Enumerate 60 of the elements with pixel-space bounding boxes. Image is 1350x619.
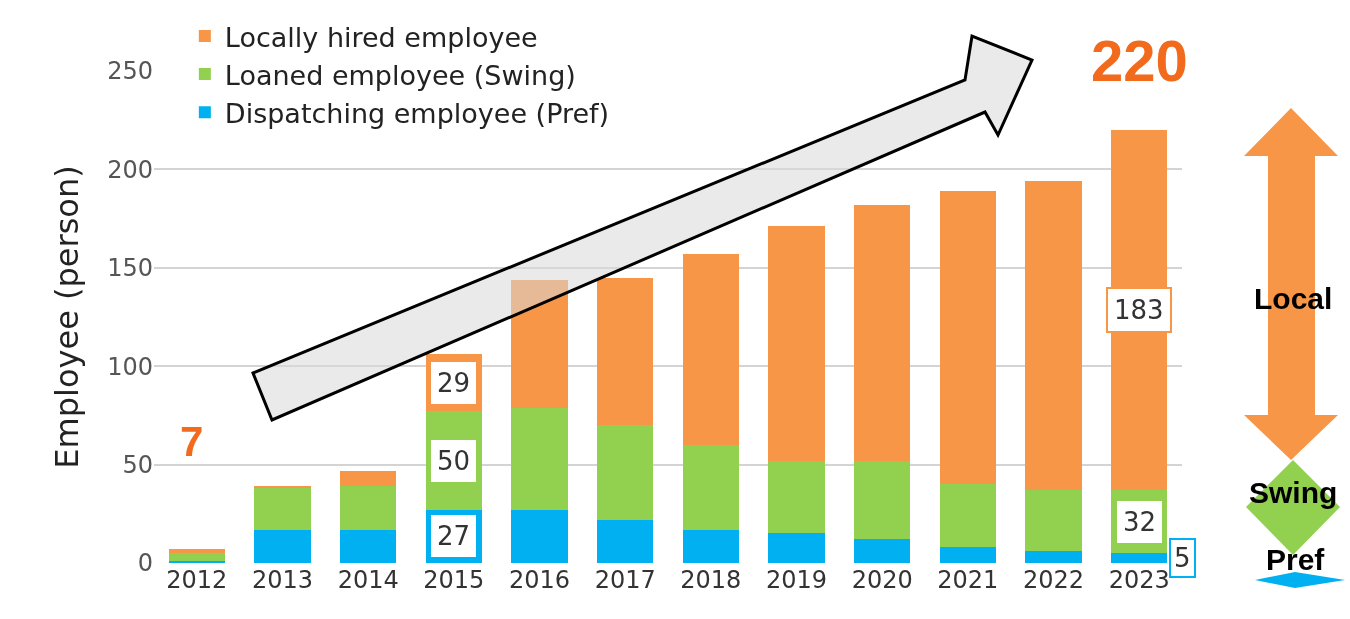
bar <box>511 509 568 563</box>
bar <box>596 519 654 563</box>
x-tick-label: 2019 <box>765 566 828 594</box>
y-tick-label: 0 <box>137 549 153 578</box>
data-label: 29 <box>437 368 471 398</box>
x-tick-label: 2017 <box>594 566 656 594</box>
y-tick-label: 250 <box>107 57 153 86</box>
bar <box>1025 551 1082 563</box>
bar <box>254 529 311 563</box>
bar <box>168 553 226 562</box>
text: Pref <box>1266 543 1326 576</box>
bar <box>1025 490 1082 552</box>
bar <box>596 277 654 426</box>
bar <box>939 547 997 563</box>
bar <box>768 533 825 563</box>
bar <box>339 529 397 563</box>
bar <box>511 279 568 408</box>
bar <box>168 549 226 554</box>
x-tick-label: 2021 <box>937 566 999 594</box>
y-tick-label: 150 <box>107 254 153 283</box>
bar <box>853 539 911 563</box>
annotation: 7 <box>180 418 204 465</box>
y-tick-label: 200 <box>107 155 153 184</box>
x-tick-label: 2015 <box>423 566 485 594</box>
legend-label: Dispatching employee (Pref) <box>224 97 610 129</box>
annotation: 220 <box>1091 28 1188 93</box>
x-tick-label: 2018 <box>680 566 742 594</box>
bar <box>768 226 825 461</box>
bar <box>853 460 911 540</box>
data-label: 27 <box>437 521 471 551</box>
x-tick-label: 2022 <box>1022 566 1085 594</box>
bar <box>339 470 397 487</box>
data-label: 183 <box>1114 295 1164 325</box>
legend-label: Locally hired employee <box>224 21 538 53</box>
bar <box>1110 553 1168 563</box>
x-tick-label: 2016 <box>508 566 571 594</box>
x-tick-label: 2014 <box>337 566 399 594</box>
x-tick-label: 2012 <box>166 566 228 594</box>
bar <box>682 444 740 530</box>
bar <box>682 529 740 563</box>
bar <box>596 425 654 520</box>
y-axis-title: Employee (person) <box>48 165 87 469</box>
data-label: 32 <box>1123 507 1157 537</box>
bar <box>682 254 740 445</box>
bar <box>939 191 997 485</box>
bar <box>1025 181 1082 491</box>
bar <box>511 407 568 510</box>
x-tick-label: 2013 <box>251 566 314 594</box>
bar <box>853 204 911 461</box>
bar <box>768 460 825 534</box>
x-tick-label: 2023 <box>1108 566 1170 594</box>
bar <box>254 488 311 530</box>
y-tick-label: 50 <box>122 451 153 479</box>
x-tick-label: 2020 <box>851 566 913 594</box>
legend-label: Loaned employee (Swing) <box>224 59 576 91</box>
bar <box>339 486 397 530</box>
data-label: 50 <box>437 446 471 476</box>
bar <box>939 484 997 548</box>
data-label: 5 <box>1174 543 1191 573</box>
y-tick-label: 100 <box>107 352 153 381</box>
